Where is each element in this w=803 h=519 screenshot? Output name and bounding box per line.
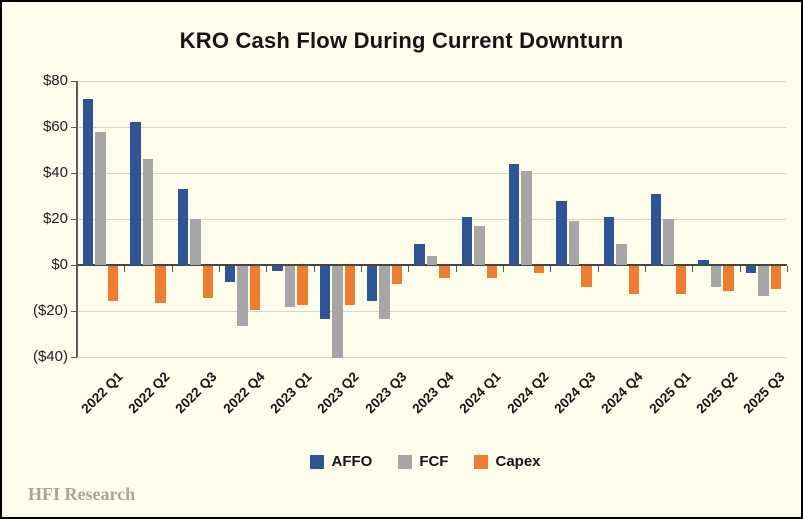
y-tick-label: ($40)	[32, 348, 68, 365]
y-axis-line	[76, 81, 78, 357]
bar-fcf-2022-q1	[95, 131, 106, 265]
bar-affo-2025-q2	[698, 260, 709, 265]
y-axis-tick	[71, 81, 77, 82]
y-axis-tick	[71, 357, 77, 358]
x-axis-tick	[597, 266, 599, 272]
bar-fcf-2024-q3	[568, 221, 580, 265]
bar-capex-2023-q4	[439, 266, 450, 278]
legend-swatch-icon-affo	[310, 454, 325, 469]
bar-affo-2025-q3	[745, 266, 757, 273]
bar-capex-2024-q3	[581, 266, 592, 287]
chart-title: KRO Cash Flow During Current Downturn	[179, 28, 624, 53]
bar-fcf-2022-q3	[190, 219, 201, 265]
bar-capex-2025-q3	[770, 266, 782, 289]
bar-capex-2023-q3	[391, 266, 403, 285]
bar-affo-2022-q3	[177, 189, 189, 265]
legend-label-capex: Capex	[495, 453, 541, 470]
bar-capex-2024-q4	[628, 266, 640, 294]
y-axis-tick	[71, 311, 77, 312]
bar-capex-2022-q3	[202, 266, 214, 299]
bar-capex-2022-q4	[249, 266, 261, 310]
bar-affo-2022-q1	[82, 99, 94, 265]
bar-fcf-2024-q4	[616, 244, 627, 265]
bar-capex-2025-q1	[675, 266, 687, 294]
x-axis-tick	[266, 266, 268, 272]
bar-capex-2025-q2	[723, 266, 734, 292]
y-tick-label: $80	[42, 72, 68, 89]
bar-capex-2022-q2	[155, 266, 166, 303]
legend-swatch-icon-fcf	[398, 454, 413, 469]
bar-affo-2022-q2	[130, 122, 141, 265]
bar-capex-2023-q1	[297, 266, 308, 306]
y-tick-label: $40	[42, 164, 68, 181]
y-tick-label: $0	[51, 256, 68, 273]
bar-affo-2024-q3	[556, 200, 567, 265]
bar-affo-2022-q4	[224, 266, 236, 283]
x-axis-tick	[124, 266, 126, 272]
bar-fcf-2023-q3	[379, 266, 390, 319]
bar-fcf-2022-q2	[142, 159, 154, 265]
x-axis-tick	[787, 266, 788, 272]
legend-item-affo: AFFO	[310, 453, 372, 470]
y-axis-tick	[71, 219, 77, 220]
bar-fcf-2025-q1	[663, 219, 674, 265]
legend-swatch-icon-capex	[474, 454, 489, 469]
x-axis-tick	[361, 266, 362, 272]
bar-fcf-2023-q1	[284, 266, 296, 308]
gridline	[77, 219, 787, 220]
bar-affo-2023-q2	[319, 266, 331, 319]
bar-affo-2023-q4	[414, 244, 425, 265]
x-axis-tick	[77, 266, 78, 272]
gridline	[77, 173, 787, 174]
gridline	[77, 357, 787, 358]
gridline	[77, 127, 787, 128]
x-axis-tick	[645, 266, 646, 272]
y-axis-tick	[71, 173, 77, 174]
bar-fcf-2023-q4	[426, 255, 438, 265]
legend-item-fcf: FCF	[398, 453, 448, 470]
bar-capex-2024-q2	[533, 266, 545, 273]
x-axis-tick	[408, 266, 410, 272]
bar-affo-2023-q1	[272, 266, 283, 271]
x-axis-tick	[550, 266, 552, 272]
bar-fcf-2023-q2	[332, 266, 343, 358]
x-axis-tick	[313, 266, 315, 272]
bar-fcf-2025-q2	[710, 266, 722, 287]
x-axis-tick	[503, 266, 504, 272]
footer-brand: HFI Research	[28, 484, 136, 504]
y-tick-label: ($20)	[32, 302, 68, 319]
gridline	[77, 311, 787, 312]
y-tick-label: $20	[42, 210, 68, 227]
y-axis-tick	[71, 127, 77, 128]
bar-capex-2022-q1	[107, 266, 119, 301]
y-tick-label: $60	[42, 118, 68, 135]
bar-affo-2025-q1	[650, 193, 662, 265]
x-axis-zero-line	[77, 264, 787, 266]
bar-fcf-2022-q4	[237, 266, 248, 326]
legend-label-fcf: FCF	[419, 453, 449, 470]
legend-item-capex: Capex	[474, 453, 541, 470]
bar-affo-2024-q2	[508, 163, 520, 265]
legend: AFFO FCF Capex	[26, 453, 801, 470]
legend-label-affo: AFFO	[331, 453, 373, 470]
x-axis-tick	[739, 266, 741, 272]
bar-capex-2023-q2	[344, 266, 356, 306]
y-axis-tick	[71, 265, 77, 266]
x-axis-tick	[455, 266, 457, 272]
gridline	[77, 81, 787, 82]
x-axis-tick	[219, 266, 220, 272]
bar-affo-2024-q1	[461, 216, 473, 265]
bar-affo-2023-q3	[366, 266, 378, 301]
bar-fcf-2024-q1	[474, 225, 485, 265]
bar-affo-2024-q4	[603, 216, 615, 265]
bar-fcf-2024-q2	[521, 170, 532, 265]
x-axis-tick	[171, 266, 173, 272]
bar-capex-2024-q1	[486, 266, 498, 278]
x-axis-tick	[692, 266, 694, 272]
bar-fcf-2025-q3	[758, 266, 769, 296]
